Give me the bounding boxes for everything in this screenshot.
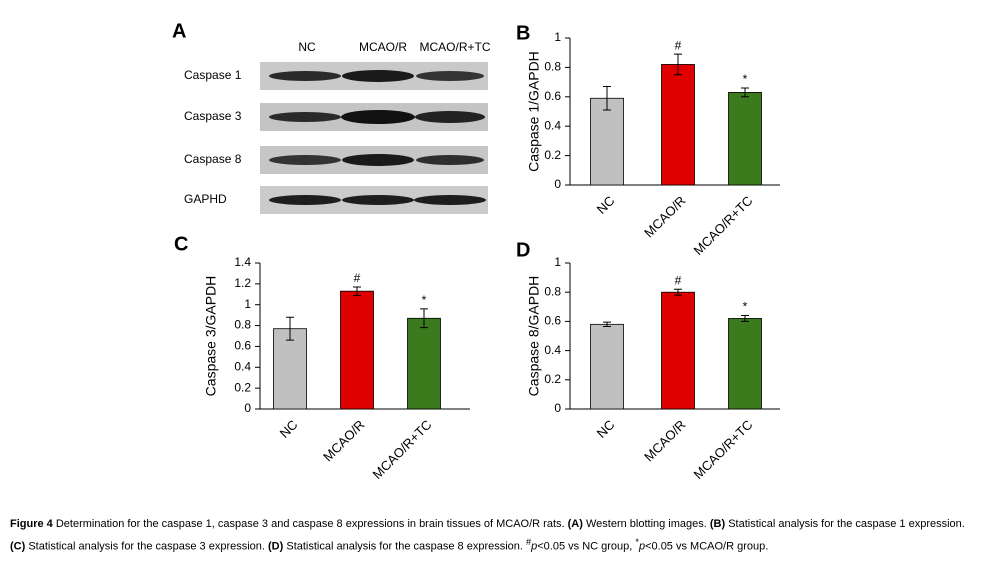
caption-text: (C) (10, 540, 26, 553)
annotation: * (422, 293, 427, 307)
y-tick-label: 0 (244, 401, 251, 415)
bar (590, 97, 624, 186)
annotation: # (354, 271, 361, 285)
y-axis-label: Caspase 8/GAPDH (526, 276, 542, 397)
error-bar (674, 288, 682, 296)
annotation: # (675, 273, 682, 287)
y-tick-label: 1 (554, 30, 561, 44)
x-tick-label: MCAO/R (641, 417, 688, 464)
lane-label: NC (298, 40, 316, 54)
panel-label: B (516, 22, 530, 44)
y-tick-label: 1 (244, 297, 251, 311)
caption-text: Statistical analysis for the caspase 1 e… (725, 518, 965, 530)
bar (728, 91, 762, 186)
bar (407, 317, 441, 410)
panel-label: D (516, 239, 530, 261)
band (416, 71, 484, 81)
error-bar (741, 87, 749, 98)
bar (273, 328, 307, 410)
caption-text: Statistical analysis for the caspase 3 e… (25, 540, 269, 553)
y-tick-label: 0.6 (544, 314, 561, 328)
row-label: Caspase 8 (184, 152, 242, 166)
error-bar (603, 86, 611, 111)
error-bar (420, 308, 428, 329)
caption-text: p (531, 540, 538, 553)
y-tick-label: 0.4 (544, 343, 561, 357)
x-tick-label: NC (277, 417, 301, 441)
error-bar (603, 321, 611, 328)
caption-text: # (526, 537, 532, 547)
band (416, 155, 484, 165)
band (341, 110, 415, 124)
panel-label: A (172, 20, 186, 42)
bar (340, 290, 374, 410)
caption-text: (D) (268, 540, 284, 553)
caption-label: Figure 4 (10, 518, 53, 530)
error-bar (353, 286, 361, 296)
caption-text: <0.05 vs NC group, (537, 540, 636, 553)
y-tick-label: 0.8 (234, 318, 251, 332)
caption-text: <0.05 vs MCAO/R group. (645, 540, 769, 553)
panel-label: C (174, 233, 188, 255)
caption-text: (B) (709, 518, 726, 530)
x-tick-label: MCAO/R (641, 193, 688, 240)
blot-rows: Caspase 1 Caspase 3 Caspase 8 GAPHD (184, 62, 488, 214)
band (415, 111, 485, 123)
x-tick-label: MCAO/R+TC (691, 193, 756, 258)
bar (661, 64, 695, 186)
y-tick-label: 0.6 (234, 339, 251, 353)
caption-text: p (638, 540, 646, 553)
lane-label: MCAO/R (359, 40, 407, 54)
figure: A NC MCAO/R MCAO/R+TC Caspase 1 Caspase … (172, 20, 780, 482)
band (269, 112, 341, 122)
caption: Figure 4 Determination for the caspase 1… (10, 515, 970, 556)
y-tick-label: 1.4 (234, 255, 251, 269)
x-tick-label: MCAO/R+TC (370, 417, 435, 482)
error-bar (286, 316, 294, 341)
y-tick-label: 0.2 (234, 380, 251, 394)
row-label: Caspase 1 (184, 68, 242, 82)
y-axis-label: Caspase 1/GAPDH (526, 51, 542, 172)
band (342, 195, 414, 205)
bar (728, 318, 762, 410)
caption-text: (A) (567, 518, 583, 530)
y-tick-label: 1.2 (234, 276, 251, 290)
band (342, 154, 414, 166)
lane-label: MCAO/R+TC (419, 40, 490, 54)
y-tick-label: 0.2 (544, 372, 561, 386)
x-tick-label: NC (594, 417, 618, 441)
bar (661, 291, 695, 410)
error-bar (674, 53, 682, 76)
x-tick-label: MCAO/R (320, 417, 367, 464)
bar (590, 323, 624, 410)
y-tick-label: 0.8 (544, 60, 561, 74)
x-tick-label: MCAO/R+TC (691, 417, 756, 482)
band (269, 195, 341, 205)
band (269, 155, 341, 165)
y-tick-label: 0.2 (544, 148, 561, 162)
caption-text: Western blotting images. (582, 518, 710, 530)
y-tick-label: 0 (554, 177, 561, 191)
annotation: * (743, 300, 748, 314)
caption-text: Statistical analysis for the caspase 8 e… (283, 540, 527, 553)
band (269, 71, 341, 81)
annotation: # (675, 38, 682, 52)
band (414, 195, 486, 205)
y-tick-label: 0 (554, 401, 561, 415)
caption-text: * (635, 537, 639, 547)
annotation: * (743, 72, 748, 86)
y-tick-label: 1 (554, 255, 561, 269)
x-tick-label: NC (594, 193, 618, 217)
caption-text: Determination for the caspase 1, caspase… (55, 518, 568, 530)
error-bar (741, 315, 749, 322)
y-axis-label: Caspase 3/GAPDH (203, 276, 219, 397)
band (342, 70, 414, 82)
y-tick-label: 0.4 (234, 359, 251, 373)
row-label: Caspase 3 (184, 109, 242, 123)
y-tick-label: 0.8 (544, 284, 561, 298)
y-tick-label: 0.4 (544, 118, 561, 132)
row-label: GAPHD (184, 192, 227, 206)
y-tick-label: 0.6 (544, 89, 561, 103)
